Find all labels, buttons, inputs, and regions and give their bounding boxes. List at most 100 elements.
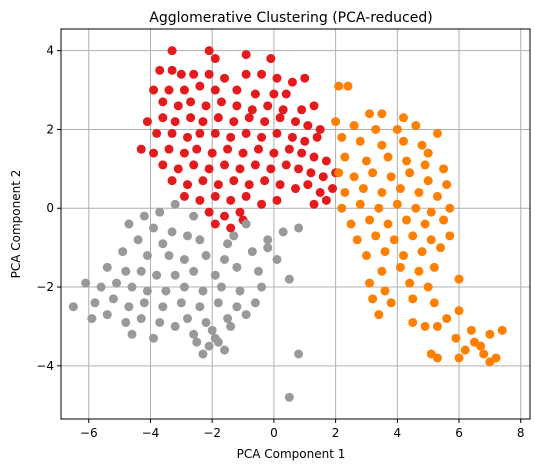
- data-point: [220, 345, 230, 355]
- data-point: [155, 65, 165, 75]
- data-point: [402, 215, 412, 225]
- data-point: [408, 294, 418, 304]
- data-point: [257, 132, 267, 142]
- x-tick-label: −6: [80, 426, 98, 440]
- data-point: [124, 302, 134, 312]
- data-point: [244, 180, 254, 190]
- data-point: [380, 286, 390, 296]
- data-point: [226, 195, 236, 205]
- data-point: [179, 191, 189, 201]
- data-point: [454, 353, 464, 363]
- cluster-0-points: [136, 46, 341, 233]
- data-point: [361, 251, 371, 261]
- data-point: [349, 172, 359, 182]
- data-point: [380, 247, 390, 257]
- data-point: [139, 298, 149, 308]
- data-point: [439, 164, 449, 174]
- data-point: [272, 195, 282, 205]
- data-point: [466, 325, 476, 335]
- data-point: [207, 148, 217, 158]
- data-point: [309, 152, 319, 162]
- data-point: [167, 227, 177, 237]
- data-point: [189, 211, 199, 221]
- data-point: [417, 247, 427, 257]
- data-point: [198, 286, 208, 296]
- data-point: [173, 101, 183, 111]
- data-point: [149, 148, 159, 158]
- data-point: [321, 156, 331, 166]
- data-point: [96, 282, 106, 292]
- chart-title: Agglomerative Clustering (PCA-reduced): [149, 10, 432, 26]
- data-point: [167, 46, 177, 56]
- data-point: [250, 89, 260, 99]
- data-point: [389, 235, 399, 245]
- data-point: [398, 136, 408, 146]
- data-point: [272, 73, 282, 83]
- data-point: [269, 89, 279, 99]
- data-point: [423, 282, 433, 292]
- x-tick-label: −4: [142, 426, 160, 440]
- data-point: [371, 231, 381, 241]
- data-point: [479, 349, 489, 359]
- data-point: [383, 219, 393, 229]
- data-point: [432, 128, 442, 138]
- data-point: [167, 176, 177, 186]
- data-point: [210, 191, 220, 201]
- data-point: [420, 321, 430, 331]
- data-point: [149, 333, 159, 343]
- data-point: [266, 164, 276, 174]
- data-point: [442, 314, 452, 324]
- data-point: [195, 302, 205, 312]
- data-point: [352, 235, 362, 245]
- data-point: [303, 121, 313, 131]
- data-point: [436, 243, 446, 253]
- data-point: [250, 160, 260, 170]
- data-point: [263, 243, 273, 253]
- data-point: [257, 69, 267, 79]
- data-point: [263, 235, 273, 245]
- data-point: [216, 97, 226, 107]
- data-point: [189, 329, 199, 339]
- data-point: [263, 101, 273, 111]
- data-point: [257, 199, 267, 209]
- data-point: [241, 128, 251, 138]
- data-point: [358, 184, 368, 194]
- data-point: [355, 199, 365, 209]
- data-point: [173, 164, 183, 174]
- data-point: [164, 85, 174, 95]
- data-point: [247, 247, 257, 257]
- data-point: [284, 274, 294, 284]
- data-point: [176, 298, 186, 308]
- data-point: [170, 270, 180, 280]
- data-point: [269, 148, 279, 158]
- data-point: [210, 270, 220, 280]
- data-point: [149, 223, 159, 233]
- data-point: [423, 176, 433, 186]
- data-point: [340, 187, 350, 197]
- data-point: [158, 239, 168, 249]
- data-point: [152, 270, 162, 280]
- data-point: [300, 73, 310, 83]
- data-point: [426, 235, 436, 245]
- data-point: [226, 321, 236, 331]
- data-point: [294, 349, 304, 359]
- data-point: [210, 219, 220, 229]
- data-point: [371, 124, 381, 134]
- data-point: [414, 266, 424, 276]
- data-point: [244, 113, 254, 123]
- data-point: [164, 251, 174, 261]
- data-point: [155, 317, 165, 327]
- data-point: [201, 317, 211, 327]
- data-point: [383, 152, 393, 162]
- data-point: [241, 191, 251, 201]
- data-point: [398, 113, 408, 123]
- data-point: [220, 73, 230, 83]
- data-point: [167, 65, 177, 75]
- data-point: [198, 117, 208, 127]
- data-point: [331, 117, 341, 127]
- data-point: [183, 314, 193, 324]
- data-point: [328, 184, 338, 194]
- data-point: [170, 199, 180, 209]
- data-point: [275, 113, 285, 123]
